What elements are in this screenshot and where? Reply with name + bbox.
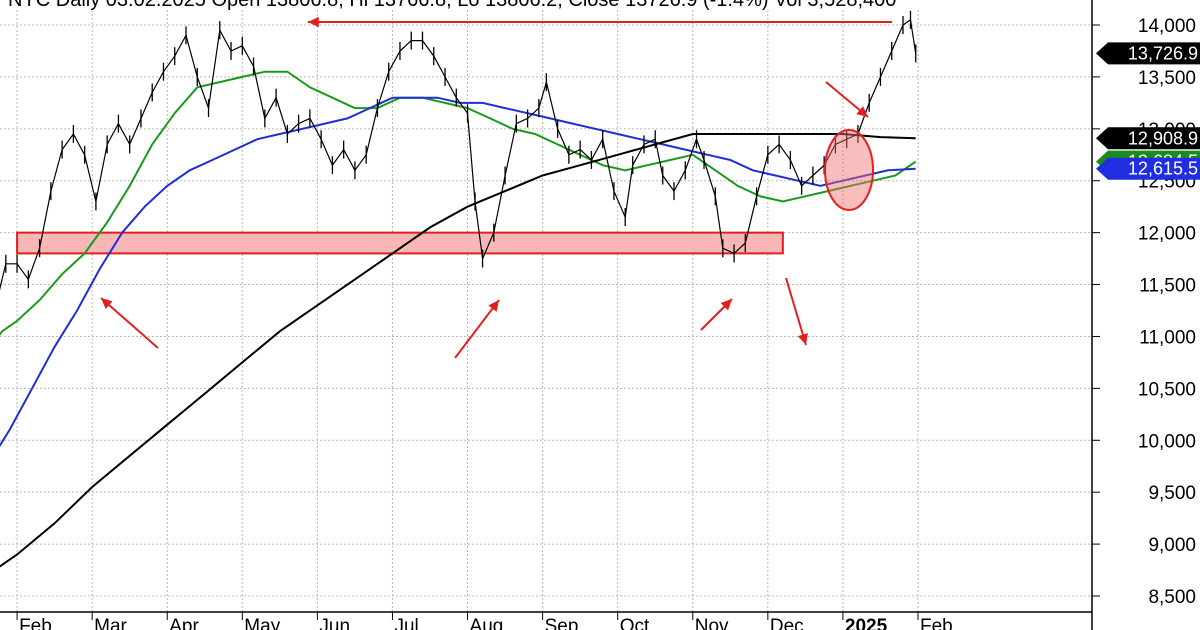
x-tick-label: Feb: [19, 616, 52, 630]
x-tick-label: Dec: [770, 616, 804, 630]
chart-header-text: NYC Daily 03.02.2025 Open 13806.8, Hi 13…: [8, 0, 897, 11]
x-tick-label: Oct: [620, 616, 650, 630]
y-tick-label: 10,000: [1138, 431, 1196, 452]
value-badge: [1096, 127, 1200, 150]
y-tick-label: 12,000: [1138, 224, 1196, 245]
x-tick-label: Aug: [470, 616, 504, 630]
annotation-circle: [824, 129, 874, 211]
ma-line-ma_mid: [0, 96, 916, 448]
annotation-arrow-dec: [785, 277, 807, 346]
price-line: [0, 18, 917, 291]
x-tick-label: Sep: [545, 616, 579, 630]
annotation-arrow-top-head: [308, 16, 319, 28]
x-tick-label: May: [244, 616, 280, 630]
annotation-arrow-jan-head: [856, 106, 868, 117]
x-tick-label: 2025: [845, 616, 888, 630]
x-tick-label: Feb: [920, 616, 953, 630]
annotation-arrow-dec-head: [797, 333, 808, 345]
value-badge: [1096, 157, 1200, 180]
support-zone: [16, 231, 784, 255]
x-tick-label: Jul: [394, 616, 418, 630]
annotation-arrow-feb-head: [101, 298, 113, 310]
x-tick-label: Apr: [169, 616, 199, 630]
x-tick-label: Nov: [695, 616, 729, 630]
y-tick-label: 10,500: [1138, 379, 1196, 400]
value-badge: [1096, 42, 1200, 65]
value-badge-label: 13,726.9: [1128, 43, 1198, 63]
y-tick-label: 14,000: [1138, 16, 1196, 37]
annotation-arrow-feb: [100, 297, 159, 349]
ma-line-ma_long: [0, 133, 916, 568]
y-tick-label: 11,000: [1139, 327, 1196, 348]
annotation-arrow-nov-head: [720, 299, 732, 311]
value-badge-label: 12,908.9: [1128, 128, 1198, 148]
value-badge-label: 12,615.5: [1128, 159, 1198, 179]
y-tick-label: 9,000: [1148, 535, 1196, 556]
x-tick-label: Mar: [94, 616, 127, 630]
y-tick-label: 11,500: [1139, 276, 1196, 297]
x-tick-label: Jun: [319, 616, 350, 630]
y-tick-label: 9,500: [1148, 483, 1196, 504]
annotation-arrow-aug-head: [488, 300, 499, 312]
y-tick-label: 8,500: [1148, 587, 1196, 608]
annotation-arrow-aug: [454, 299, 500, 359]
y-tick-label: 13,500: [1138, 68, 1196, 89]
